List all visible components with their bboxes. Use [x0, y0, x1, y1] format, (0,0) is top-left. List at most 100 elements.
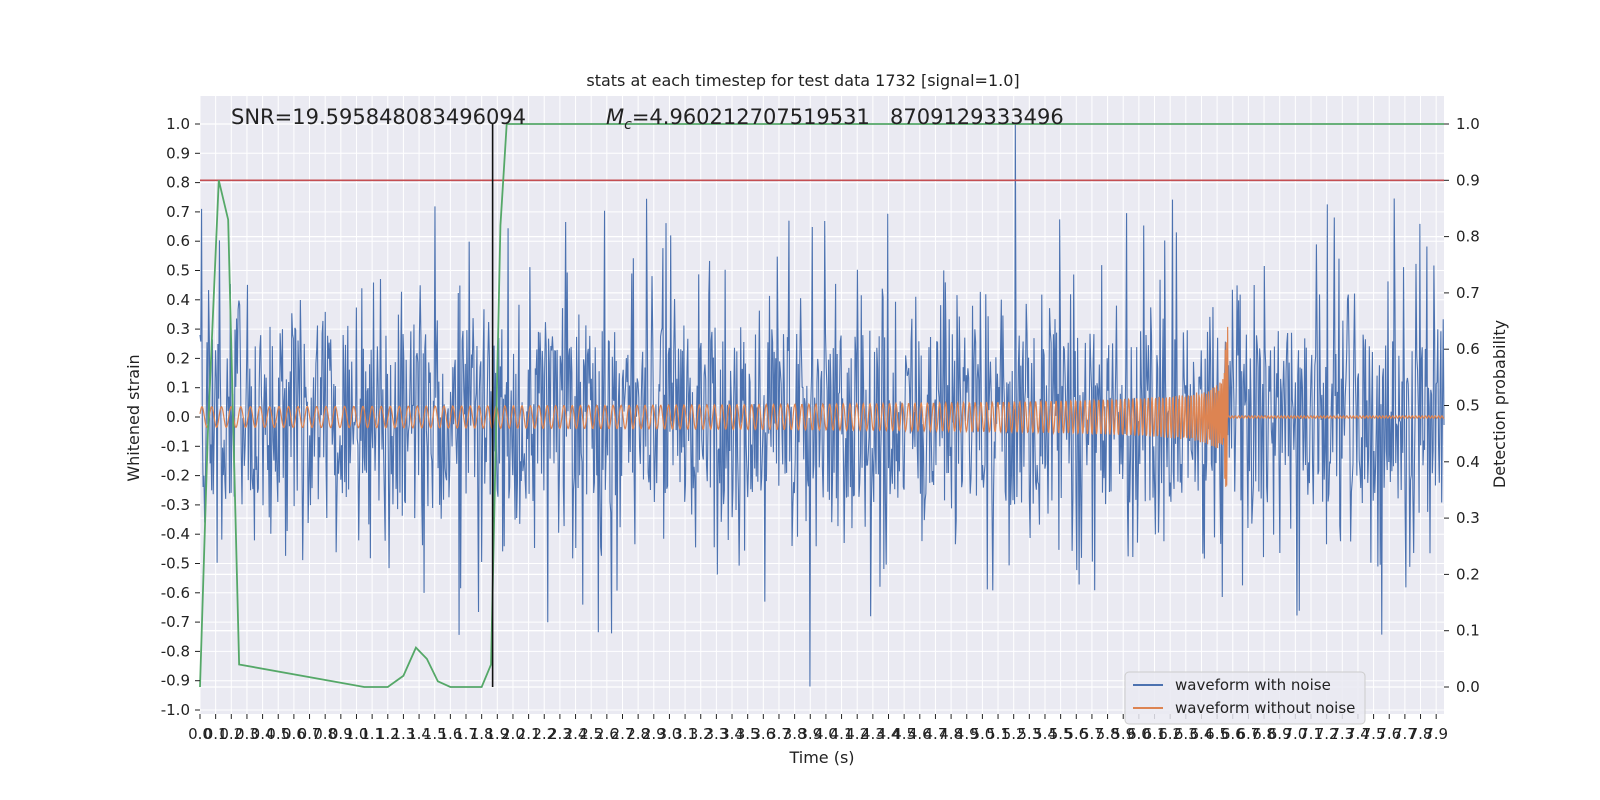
- x-axis-label: Time (s): [788, 748, 854, 767]
- y-tick-label: -0.4: [161, 525, 190, 543]
- mc-subscript: c: [624, 117, 632, 133]
- y-tick-label: -0.2: [161, 467, 190, 485]
- x-tick-label: 5.2: [1002, 725, 1026, 743]
- legend-box: [1124, 671, 1366, 725]
- y2-tick-label: 0.0: [1456, 678, 1480, 696]
- y2-tick-label: 0.6: [1456, 340, 1480, 358]
- mc-symbol: M: [606, 105, 624, 129]
- y2-axis-label: Detection probability: [1490, 320, 1509, 488]
- y2-tick-label: 0.5: [1456, 397, 1480, 415]
- mc-annotation: Mc=4.960212707519531: [606, 105, 870, 133]
- x-tick-label: 2.8: [626, 725, 650, 743]
- x-tick-label: 6.9: [1268, 725, 1292, 743]
- x-tick-label: 5.4: [1033, 725, 1057, 743]
- x-tick-label: 3.2: [689, 725, 713, 743]
- x-tick-label: 6.2: [1158, 725, 1182, 743]
- x-tick-label: 0.7: [298, 725, 322, 743]
- x-tick-label: 6.8: [1252, 725, 1276, 743]
- y2-tick-label: 0.8: [1456, 228, 1480, 246]
- x-tick-label: 4.6: [908, 725, 932, 743]
- detection-probability-line: [199, 123, 1444, 688]
- y-tick-label: -0.1: [161, 437, 190, 455]
- y-tick-label: 0.6: [166, 232, 190, 250]
- waveform-with-noise-line: [199, 123, 1445, 687]
- x-tick-label: 5.0: [970, 725, 994, 743]
- snr-annotation: SNR=19.595848083496094: [231, 105, 526, 129]
- x-tick-label: 3.4: [720, 725, 744, 743]
- mc-value: =4.960212707519531: [632, 105, 870, 129]
- right-y-axis-ticks: 0.0 0.1 0.2 0.3 0.4 0.5 0.6 0.7 0.8 0.9 1.0: [1444, 115, 1480, 696]
- annotations: SNR=19.595848083496094 Mc=4.960212707519…: [231, 105, 1064, 133]
- y-tick-label: 0.3: [166, 320, 190, 338]
- x-axis-ticks: 0.00.10.20.30.40.50.60.70.80.91.01.11.21…: [188, 714, 1448, 743]
- y-tick-label: 0.1: [166, 379, 190, 397]
- x-tick-label: 2.5: [579, 725, 603, 743]
- x-tick-label: 4.5: [892, 725, 916, 743]
- x-tick-label: 2.0: [501, 725, 525, 743]
- x-tick-label: 2.9: [642, 725, 666, 743]
- x-tick-label: 7.7: [1393, 725, 1417, 743]
- x-tick-label: 7.3: [1330, 725, 1354, 743]
- x-tick-label: 0.6: [282, 725, 306, 743]
- x-tick-label: 2.3: [548, 725, 572, 743]
- x-tick-label: 6.6: [1221, 725, 1245, 743]
- x-tick-label: 2.1: [517, 725, 541, 743]
- x-tick-label: 7.0: [1283, 725, 1307, 743]
- x-tick-label: 4.0: [814, 725, 838, 743]
- x-tick-label: 0.5: [266, 725, 290, 743]
- x-tick-label: 4.8: [939, 725, 963, 743]
- x-tick-label: 4.1: [830, 725, 854, 743]
- x-tick-label: 7.1: [1299, 725, 1323, 743]
- x-tick-label: 1.2: [376, 725, 400, 743]
- x-tick-label: 0.1: [204, 725, 228, 743]
- x-tick-label: 1.0: [345, 725, 369, 743]
- y-tick-label: 0.7: [166, 203, 190, 221]
- x-tick-label: 1.9: [485, 725, 509, 743]
- x-tick-label: 6.4: [1190, 725, 1214, 743]
- x-tick-label: 1.6: [438, 725, 462, 743]
- x-tick-label: 1.1: [360, 725, 384, 743]
- y-tick-label: 1.0: [166, 115, 190, 133]
- x-tick-label: 1.8: [470, 725, 494, 743]
- y2-tick-label: 0.4: [1456, 453, 1480, 471]
- y2-tick-label: 0.3: [1456, 509, 1480, 527]
- legend-label-clean: waveform without noise: [1175, 699, 1355, 717]
- x-tick-label: 4.3: [861, 725, 885, 743]
- y-tick-label: 0.8: [166, 174, 190, 192]
- x-tick-label: 3.1: [673, 725, 697, 743]
- y-tick-label: 0.2: [166, 349, 190, 367]
- waveform-without-noise-series: [199, 326, 1445, 487]
- x-tick-label: 1.4: [407, 725, 431, 743]
- x-tick-label: 3.9: [798, 725, 822, 743]
- overlap-annotation: 8709129333496: [890, 105, 1064, 129]
- x-tick-label: 0.8: [313, 725, 337, 743]
- x-tick-label: 2.7: [611, 725, 635, 743]
- x-tick-label: 7.4: [1346, 725, 1370, 743]
- x-tick-label: 5.1: [986, 725, 1010, 743]
- legend: waveform with noise waveform without noi…: [1124, 671, 1366, 725]
- x-tick-label: 4.7: [924, 725, 948, 743]
- y-tick-label: -0.5: [161, 555, 190, 573]
- x-tick-label: 7.5: [1362, 725, 1386, 743]
- y2-tick-label: 0.9: [1456, 171, 1480, 189]
- x-tick-label: 2.4: [564, 725, 588, 743]
- y-tick-label: 0.0: [166, 408, 190, 426]
- y-tick-label: -0.8: [161, 642, 190, 660]
- x-tick-label: 7.9: [1424, 725, 1448, 743]
- y-tick-label: 0.4: [166, 291, 190, 309]
- x-tick-label: 0.4: [251, 725, 275, 743]
- x-tick-label: 4.2: [845, 725, 869, 743]
- x-tick-label: 6.5: [1205, 725, 1229, 743]
- x-tick-label: 6.3: [1174, 725, 1198, 743]
- y2-tick-label: 1.0: [1456, 115, 1480, 133]
- y-tick-label: -0.9: [161, 672, 190, 690]
- y2-tick-label: 0.7: [1456, 284, 1480, 302]
- x-tick-label: 4.9: [955, 725, 979, 743]
- x-tick-label: 1.7: [454, 725, 478, 743]
- y-tick-label: -0.3: [161, 496, 190, 514]
- x-tick-label: 2.6: [595, 725, 619, 743]
- x-tick-label: 5.9: [1111, 725, 1135, 743]
- x-tick-label: 3.3: [704, 725, 728, 743]
- x-tick-label: 5.8: [1096, 725, 1120, 743]
